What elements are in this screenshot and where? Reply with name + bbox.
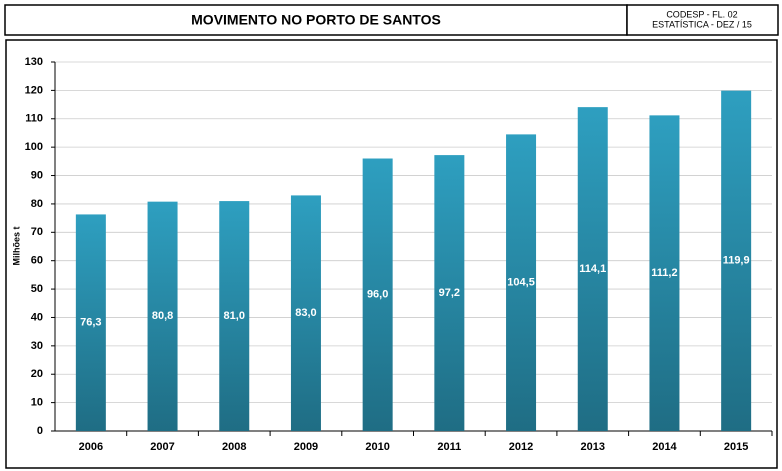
value-label: 76,3: [80, 317, 101, 329]
bar: [147, 201, 178, 431]
value-label: 114,1: [579, 263, 606, 275]
code: CODESP - FL. 02: [666, 9, 737, 19]
value-label: 104,5: [507, 277, 535, 289]
x-tick-label: 2009: [294, 441, 318, 453]
page-title: MOVIMENTO NO PORTO DE SANTOS: [191, 12, 441, 28]
y-tick-label: 30: [31, 340, 43, 352]
value-label: 96,0: [367, 289, 388, 301]
value-label: 97,2: [439, 287, 460, 299]
bar: [434, 155, 465, 431]
x-tick-label: 2014: [652, 441, 677, 453]
code-box: [626, 4, 779, 36]
title-box: [4, 4, 628, 36]
y-axis-label: Milhões t: [11, 226, 21, 265]
bar: [577, 107, 608, 432]
x-tick-label: 2008: [222, 441, 246, 453]
y-tick-label: 120: [25, 84, 43, 96]
x-tick-label: 2011: [437, 441, 461, 453]
bar: [290, 195, 321, 431]
y-tick-label: 20: [31, 368, 43, 380]
x-tick-label: 2013: [581, 441, 605, 453]
y-tick-label: 130: [25, 56, 43, 68]
y-tick-label: 100: [25, 141, 43, 153]
bar: [219, 201, 250, 431]
x-tick-label: 2015: [724, 441, 748, 453]
y-tick-label: 10: [31, 397, 43, 409]
bar: [506, 134, 537, 431]
x-tick-label: 2010: [365, 441, 389, 453]
bar: [649, 115, 680, 432]
y-tick-label: 110: [25, 113, 43, 125]
y-tick-label: 50: [31, 283, 43, 295]
value-label: 111,2: [651, 267, 677, 279]
value-label: 119,9: [723, 255, 750, 267]
y-tick-label: 40: [31, 311, 43, 323]
y-tick-label: 60: [31, 255, 43, 267]
x-tick-label: 2012: [509, 441, 533, 453]
bar: [721, 90, 752, 432]
value-label: 80,8: [152, 310, 173, 322]
x-tick-label: 2007: [150, 441, 174, 453]
bar: [75, 214, 106, 431]
y-tick-label: 80: [31, 198, 43, 210]
y-tick-label: 0: [37, 425, 43, 437]
value-label: 83,0: [295, 307, 316, 319]
issue: ESTATÍSTICA - DEZ / 15: [652, 19, 752, 29]
x-tick-label: 2006: [79, 441, 103, 453]
y-tick-label: 70: [31, 226, 43, 238]
value-label: 81,0: [224, 310, 245, 322]
bar: [362, 158, 393, 431]
y-tick-label: 90: [31, 169, 43, 181]
